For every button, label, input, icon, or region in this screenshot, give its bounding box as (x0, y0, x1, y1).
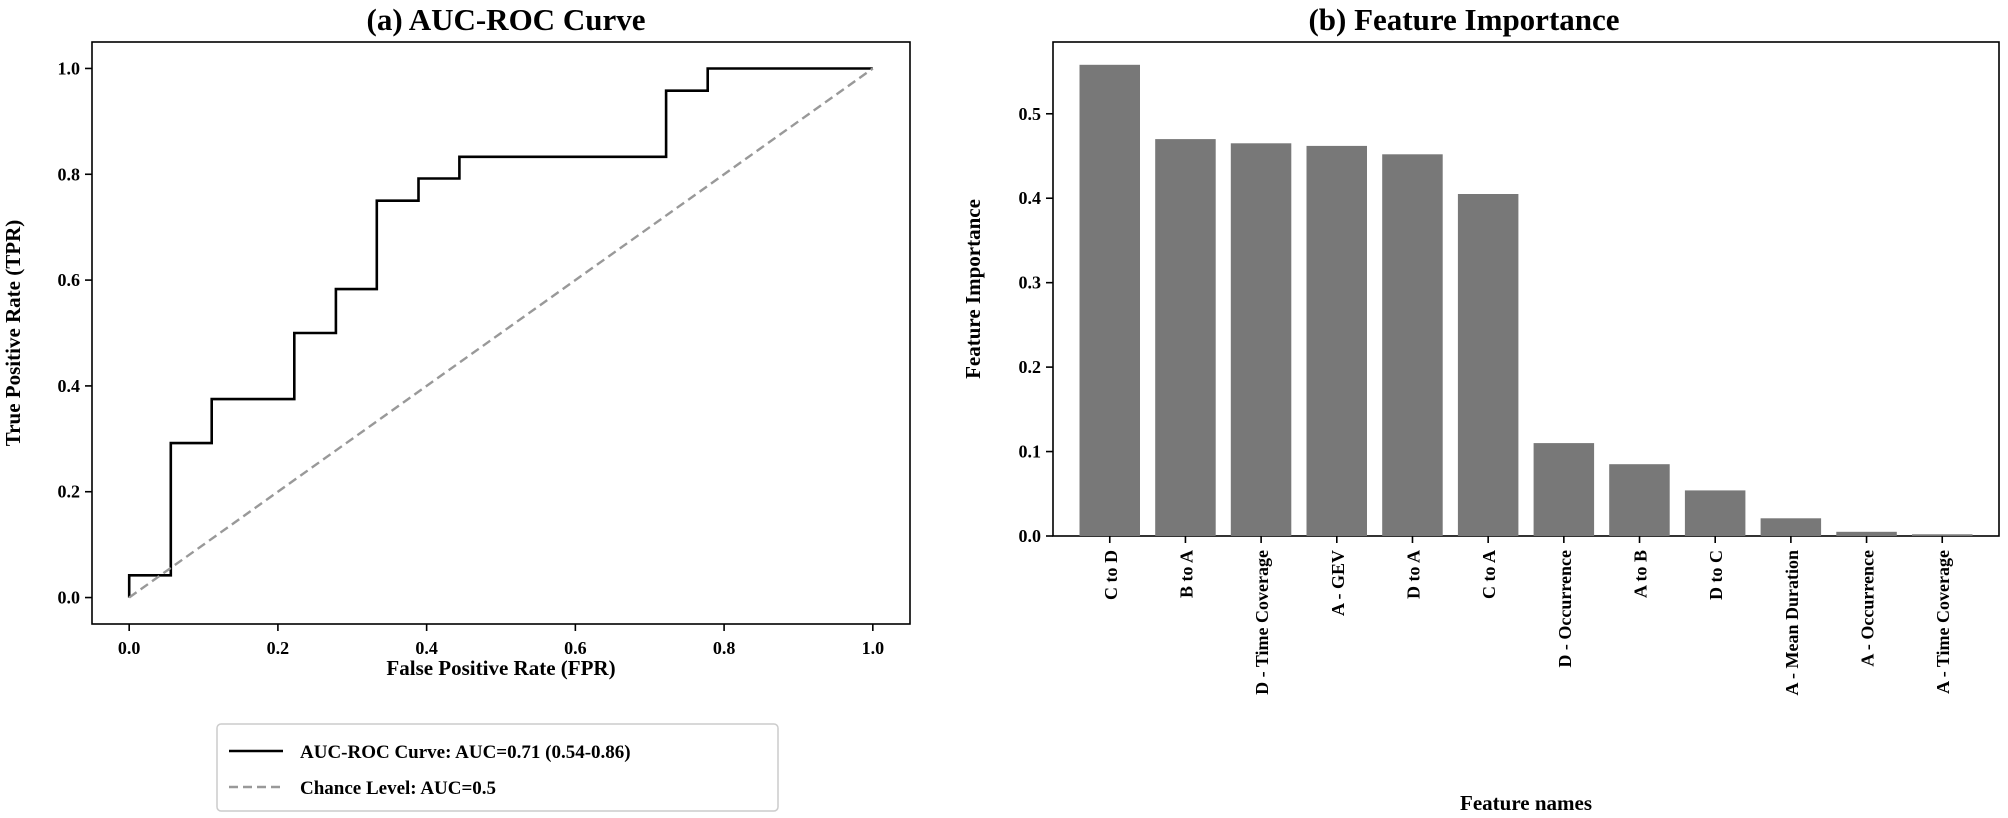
roc-y-tick-label: 0.0 (58, 588, 81, 608)
roc-x-tick-label: 0.4 (415, 638, 438, 658)
fi-bar (1836, 531, 1897, 536)
fi-y-tick-label: 0.4 (1019, 188, 1042, 208)
roc-x-tick-label: 0.6 (564, 638, 587, 658)
roc-curve-line (127, 67, 873, 598)
fi-bar (1533, 443, 1595, 536)
fi-x-tick-label: A - Occurrence (1858, 550, 1878, 667)
roc-y-tick-label: 0.6 (58, 270, 81, 290)
fi-bars-group (1079, 64, 1973, 537)
fi-bar (1760, 518, 1822, 536)
roc-series-group (127, 67, 874, 599)
fi-y-tick-label: 0.2 (1019, 357, 1042, 377)
roc-x-tick-label: 0.0 (118, 638, 141, 658)
fi-title: (b) Feature Importance (1308, 2, 1619, 37)
roc-x-tick-label: 0.2 (267, 638, 290, 658)
roc-x-tick-label: 1.0 (862, 638, 885, 658)
fi-x-tick-label: D - Occurrence (1555, 550, 1575, 668)
roc-x-axis-label: False Positive Rate (FPR) (386, 656, 615, 680)
fi-x-tick-label: C to D (1101, 550, 1121, 600)
fi-y-tick-label: 0.0 (1019, 526, 1042, 546)
fi-x-tick-label: C to A (1479, 550, 1499, 599)
roc-title: (a) AUC-ROC Curve (367, 2, 646, 37)
fi-bar (1079, 64, 1140, 537)
feature-importance-panel: (b) Feature Importance 0.00.10.20.30.40.… (961, 2, 2000, 815)
legend-roc-label: AUC-ROC Curve: AUC=0.71 (0.54-0.86) (300, 742, 631, 763)
fi-bar (1457, 194, 1519, 536)
roc-plot-frame (91, 41, 911, 625)
fi-bar (1155, 139, 1216, 536)
roc-legend: AUC-ROC Curve: AUC=0.71 (0.54-0.86) Chan… (216, 723, 779, 812)
roc-y-tick-label: 0.4 (58, 376, 81, 396)
fi-y-tick-label: 0.3 (1019, 273, 1042, 293)
roc-x-tick-label: 0.8 (713, 638, 736, 658)
fi-x-tick-label: A - GEV (1328, 550, 1348, 616)
fi-y-axis-label: Feature Importance (961, 199, 985, 379)
fi-bar (1609, 464, 1670, 536)
roc-panel: (a) AUC-ROC Curve 0.0 0.2 0.4 0.6 0.8 1.0 0.0… (1, 2, 911, 812)
roc-y-axis-label: True Positive Rate (TPR) (1, 220, 25, 446)
legend-box (216, 723, 779, 812)
fi-x-tick-label: B to A (1176, 550, 1196, 598)
fi-bar (1912, 534, 1973, 536)
fi-x-tick-label: D to A (1404, 550, 1424, 599)
fi-x-tick-label: A - Time Coverage (1933, 550, 1953, 694)
fi-x-axis-label: Feature names (1460, 791, 1592, 815)
roc-y-tick-label: 1.0 (58, 58, 81, 78)
roc-y-axis-ticks: 0.0 0.2 0.4 0.6 0.8 1.0 (58, 58, 92, 608)
legend-chance-label: Chance Level: AUC=0.5 (300, 778, 496, 799)
fi-x-axis-ticks: C to D B to A D - Time Coverage A - GEV D to… (1101, 536, 1953, 696)
fi-bar (1382, 154, 1443, 537)
fi-plot-frame (1052, 41, 2000, 537)
fi-x-tick-label: A to B (1631, 550, 1651, 598)
fi-x-tick-label: A - Mean Duration (1782, 550, 1802, 696)
fi-y-axis-ticks: 0.0 0.1 0.2 0.3 0.4 0.5 (1019, 104, 1053, 546)
fi-bar (1230, 143, 1292, 537)
fi-y-tick-label: 0.1 (1019, 442, 1042, 462)
roc-y-tick-label: 0.8 (58, 164, 81, 184)
fi-bar (1306, 145, 1367, 536)
fi-bar (1684, 490, 1746, 536)
fi-y-tick-label: 0.5 (1019, 104, 1042, 124)
fi-x-tick-label: D - Time Coverage (1252, 550, 1272, 695)
fi-x-tick-label: D to C (1706, 550, 1726, 600)
roc-x-axis-ticks: 0.0 0.2 0.4 0.6 0.8 1.0 (118, 624, 884, 658)
chance-level-line (128, 67, 874, 599)
roc-y-tick-label: 0.2 (58, 482, 81, 502)
